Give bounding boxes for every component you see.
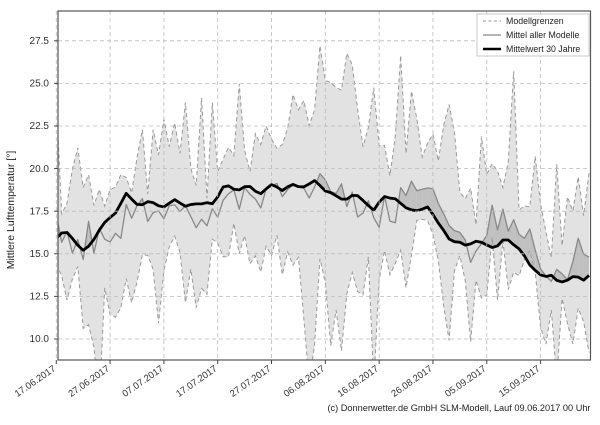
svg-text:25.0: 25.0 — [30, 79, 50, 90]
svg-text:Mittel aller Modelle: Mittel aller Modelle — [506, 30, 579, 40]
svg-text:10.0: 10.0 — [30, 334, 50, 345]
svg-text:Mittlere Lufttemperatur [°]: Mittlere Lufttemperatur [°] — [5, 151, 17, 270]
svg-text:Modellgrenzen: Modellgrenzen — [506, 16, 564, 26]
svg-text:Mittelwert 30 Jahre: Mittelwert 30 Jahre — [506, 44, 580, 54]
svg-text:27.5: 27.5 — [30, 36, 50, 47]
svg-text:15.0: 15.0 — [30, 249, 50, 260]
svg-text:(c) Donnerwetter.de GmbH SLM-M: (c) Donnerwetter.de GmbH SLM-Modell, Lau… — [328, 403, 591, 413]
svg-text:17.5: 17.5 — [30, 206, 50, 217]
svg-text:12.5: 12.5 — [30, 292, 50, 303]
svg-text:20.0: 20.0 — [30, 164, 50, 175]
svg-text:22.5: 22.5 — [30, 121, 50, 132]
